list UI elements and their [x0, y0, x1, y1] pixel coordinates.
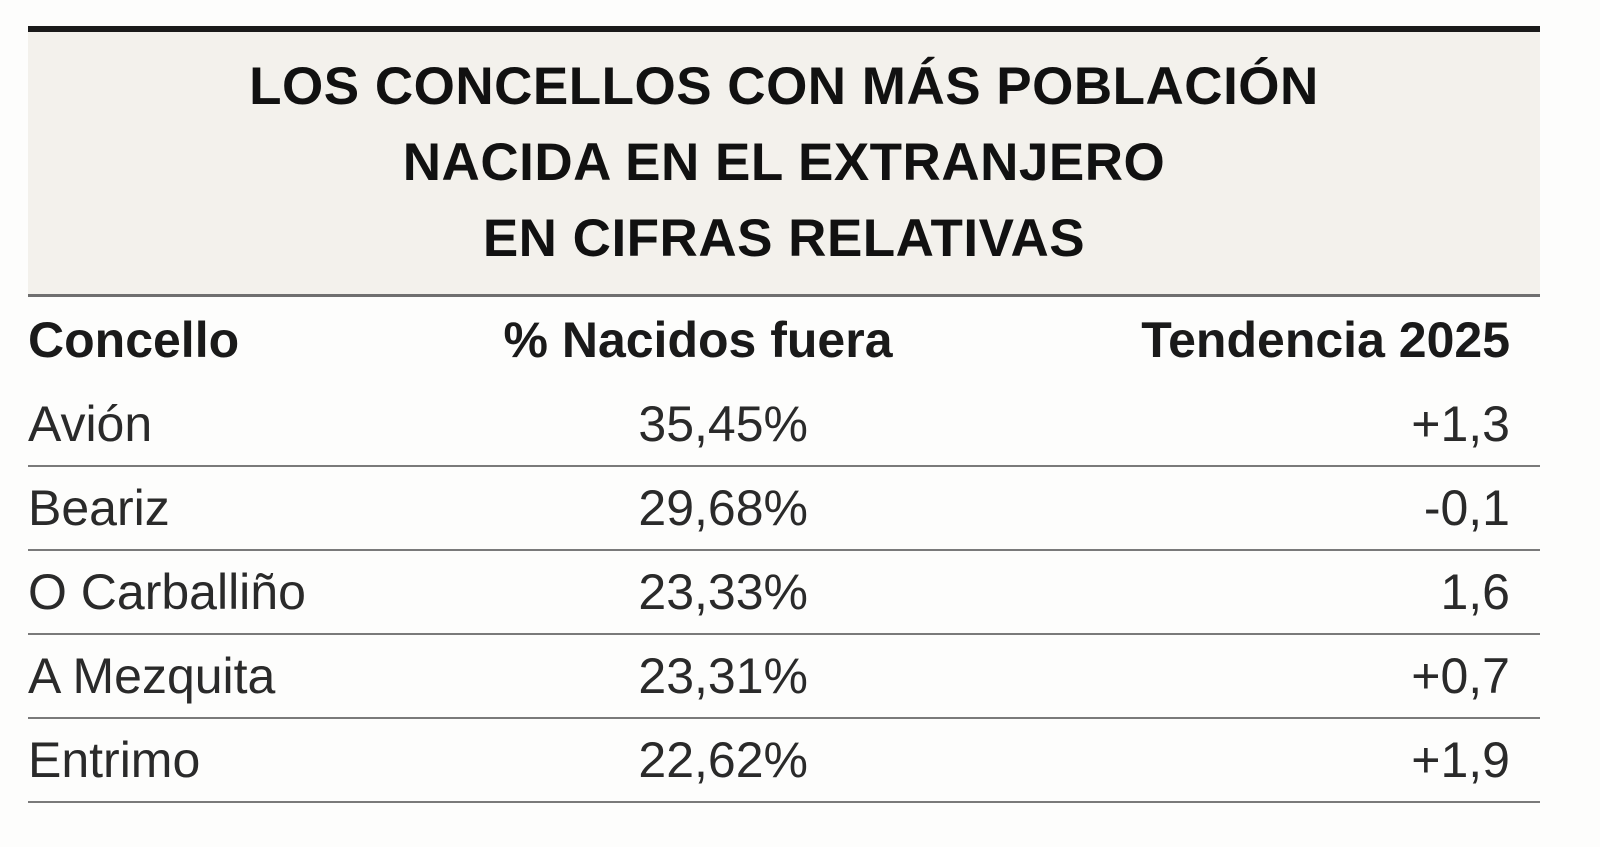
cell-concello: O Carballiño: [28, 550, 448, 635]
cell-pct: 35,45%: [448, 383, 948, 467]
cell-pct: 23,33%: [448, 550, 948, 635]
column-header-pct: % Nacidos fuera: [503, 312, 893, 368]
cell-tendencia: +1,3: [948, 383, 1540, 467]
cell-concello: Entrimo: [28, 718, 448, 803]
title-line-1: LOS CONCELLOS CON MÁS POBLACIÓN: [249, 57, 1319, 116]
cell-tendencia: +0,7: [948, 634, 1540, 719]
top-rule: [28, 26, 1540, 32]
title-panel: LOS CONCELLOS CON MÁS POBLACIÓN NACIDA E…: [28, 32, 1540, 294]
cell-pct: 22,62%: [448, 718, 948, 803]
column-header-concello: Concello: [28, 312, 240, 368]
table-header-row: Concello % Nacidos fuera Tendencia 2025: [28, 297, 1540, 383]
cell-concello: Beariz: [28, 466, 448, 551]
title-line-2: NACIDA EN EL EXTRANJERO: [402, 133, 1166, 192]
table-row: O Carballiño 23,33% 1,6: [28, 550, 1540, 635]
header-rule: [28, 294, 1540, 297]
cell-pct: 23,31%: [448, 634, 948, 719]
table-row: A Mezquita 23,31% +0,7: [28, 634, 1540, 719]
title-line-3: EN CIFRAS RELATIVAS: [482, 209, 1086, 268]
cell-tendencia: 1,6: [948, 550, 1540, 635]
table-row: Avión 35,45% +1,3: [28, 383, 1540, 467]
cell-concello: A Mezquita: [28, 634, 448, 719]
cell-concello: Avión: [28, 383, 448, 467]
cell-pct: 29,68%: [448, 466, 948, 551]
cell-tendencia: +1,9: [948, 718, 1540, 803]
cell-tendencia: -0,1: [948, 466, 1540, 551]
table-row: Beariz 29,68% -0,1: [28, 466, 1540, 551]
column-header-tendencia: Tendencia 2025: [1141, 312, 1510, 368]
data-table: Concello % Nacidos fuera Tendencia 2025 …: [28, 297, 1540, 803]
infographic-table: LOS CONCELLOS CON MÁS POBLACIÓN NACIDA E…: [28, 26, 1540, 803]
table-row: Entrimo 22,62% +1,9: [28, 718, 1540, 803]
